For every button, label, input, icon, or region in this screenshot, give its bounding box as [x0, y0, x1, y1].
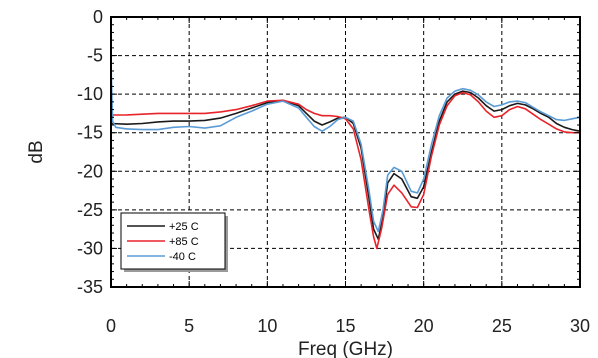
- tick-marks: [110, 16, 581, 288]
- legend-label: -40 C: [169, 251, 196, 263]
- grid-lines: [111, 17, 580, 287]
- legend-label: +85 C: [169, 236, 199, 248]
- series-line-2: [110, 63, 581, 233]
- y-tick-label: -5: [87, 46, 103, 66]
- y-tick-label: 0: [93, 7, 103, 27]
- y-tick-label: -10: [77, 84, 103, 104]
- x-axis-label: Freq (GHz): [298, 339, 393, 358]
- x-tick-label: 5: [184, 316, 194, 336]
- legend-label: +25 C: [169, 221, 199, 233]
- y-tick-label: -20: [77, 161, 103, 181]
- series-line-1: [111, 91, 580, 250]
- x-tick-label: 15: [335, 316, 355, 336]
- series-line-0: [110, 90, 581, 240]
- x-tick-label: 30: [570, 316, 590, 336]
- legend-box: [120, 212, 226, 270]
- x-tick-labels: 0 5 10 15 20 25 30: [106, 316, 590, 336]
- y-tick-labels: 0 -5 -10 -15 -20 -25 -30 -35: [77, 7, 103, 297]
- x-tick-label: 10: [257, 316, 277, 336]
- y-tick-label: -30: [77, 238, 103, 258]
- y-axis-label: dB: [26, 140, 47, 163]
- x-tick-label: 0: [106, 316, 116, 336]
- x-tick-label: 25: [492, 316, 512, 336]
- x-tick-label: 20: [414, 316, 434, 336]
- y-tick-label: -25: [77, 200, 103, 220]
- y-tick-label: -35: [77, 277, 103, 297]
- y-tick-label: -15: [77, 123, 103, 143]
- legend: +25 C +85 C -40 C: [120, 212, 228, 272]
- series-layer: [110, 63, 581, 250]
